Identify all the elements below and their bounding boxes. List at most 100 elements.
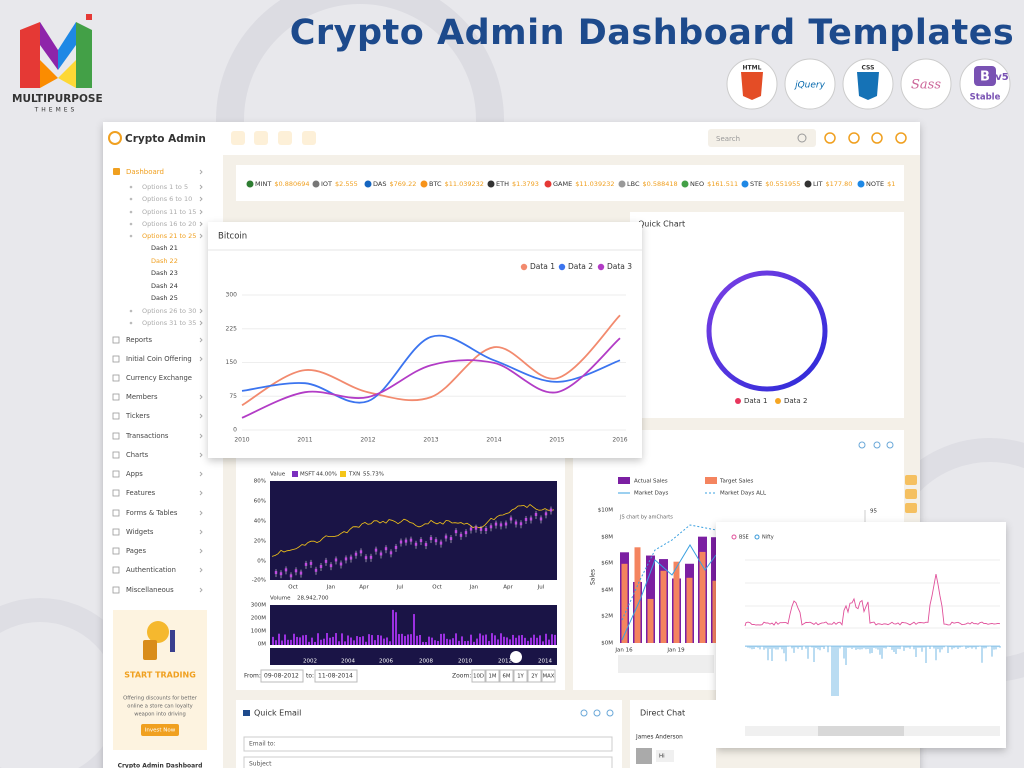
date-value: 09-08-2012 bbox=[264, 673, 299, 680]
card-action[interactable] bbox=[886, 441, 894, 449]
submenu-item[interactable]: Options 1 to 5 bbox=[142, 183, 188, 191]
menu-item[interactable]: Apps bbox=[126, 470, 143, 478]
submenu-item[interactable]: Dash 25 bbox=[151, 294, 178, 302]
submenu-item[interactable]: Dash 23 bbox=[151, 269, 178, 277]
volume-bar-decor bbox=[275, 640, 277, 645]
candle-decor bbox=[479, 527, 483, 531]
chart-title: Bitcoin bbox=[218, 232, 247, 242]
card-action[interactable] bbox=[606, 709, 614, 717]
menu-item[interactable]: Currency Exchange bbox=[126, 374, 192, 382]
card-action[interactable] bbox=[580, 709, 588, 717]
range-label: Zoom: bbox=[452, 673, 471, 680]
chevron bbox=[199, 169, 203, 175]
topbar-icon[interactable] bbox=[302, 131, 316, 145]
volume-bar-decor bbox=[287, 639, 289, 645]
topbar-action[interactable] bbox=[848, 132, 860, 144]
volume-value: 28,942,700 bbox=[297, 596, 329, 602]
chat-bubble bbox=[656, 750, 674, 762]
date-input[interactable] bbox=[314, 669, 358, 683]
zoom-button[interactable] bbox=[485, 669, 500, 683]
menu-item[interactable]: Charts bbox=[126, 451, 149, 459]
coin-icon bbox=[857, 180, 865, 188]
chevron bbox=[199, 337, 203, 343]
volume-bar-decor bbox=[419, 634, 421, 645]
submenu-item[interactable]: Dash 21 bbox=[151, 244, 178, 252]
menu-item[interactable]: Features bbox=[126, 489, 156, 497]
volume-bar-decor bbox=[452, 638, 454, 645]
ticker-price: $2.555 bbox=[335, 180, 358, 188]
menu-item[interactable]: Tickers bbox=[125, 412, 150, 420]
date-input[interactable] bbox=[260, 669, 304, 683]
subject-input[interactable] bbox=[243, 756, 613, 768]
menu-item[interactable]: Dashboard bbox=[126, 168, 164, 176]
menu-item[interactable]: Members bbox=[126, 393, 158, 401]
menu-item[interactable]: Pages bbox=[126, 547, 146, 555]
volume-bar-decor bbox=[545, 633, 547, 645]
menu-item[interactable]: Widgets bbox=[126, 528, 154, 536]
topbar-icon[interactable] bbox=[254, 131, 268, 145]
zoom-button[interactable] bbox=[471, 669, 486, 683]
email-input[interactable] bbox=[243, 736, 613, 752]
ticker-symbol: IOT bbox=[321, 180, 332, 188]
topbar-icon[interactable] bbox=[231, 131, 245, 145]
scroll-handle[interactable] bbox=[510, 651, 522, 663]
volume-bar-decor bbox=[311, 637, 313, 645]
candle-decor bbox=[374, 548, 378, 552]
topbar-action[interactable] bbox=[824, 132, 836, 144]
volume-bar-decor bbox=[491, 633, 493, 645]
y-tick-label: $10M bbox=[598, 508, 613, 514]
ticker-price: $0.551955 bbox=[765, 180, 800, 188]
candle-decor bbox=[504, 522, 508, 526]
swatch bbox=[340, 471, 346, 477]
badge-label: Sass bbox=[911, 78, 941, 93]
side-tool[interactable] bbox=[905, 503, 917, 513]
submenu-item[interactable]: Options 21 to 25 bbox=[142, 232, 196, 240]
candle-decor bbox=[309, 561, 313, 565]
card-action[interactable] bbox=[873, 441, 881, 449]
zoom-label: 1Y bbox=[517, 674, 524, 680]
side-tool[interactable] bbox=[905, 475, 917, 485]
promo-text: online a store can loyalty bbox=[127, 704, 192, 710]
submenu-item[interactable]: Options 6 to 10 bbox=[142, 195, 192, 203]
submenu-item[interactable]: Options 31 to 35 bbox=[142, 319, 196, 327]
menu-item[interactable]: Forms & Tables bbox=[126, 509, 178, 517]
sales-bar-decor bbox=[712, 580, 719, 643]
card-action[interactable] bbox=[593, 709, 601, 717]
search-box[interactable] bbox=[708, 129, 816, 147]
promo-text: weapon into driving bbox=[134, 712, 186, 718]
submenu-item[interactable]: Dash 24 bbox=[151, 282, 178, 290]
menu-item[interactable]: Authentication bbox=[126, 566, 176, 574]
zoom-label: 2Y bbox=[531, 674, 538, 680]
zoom-button[interactable] bbox=[513, 669, 528, 683]
menu-item[interactable]: Reports bbox=[126, 336, 153, 344]
submenu-item[interactable]: Options 16 to 20 bbox=[142, 220, 196, 228]
legend-label: Actual Sales bbox=[634, 479, 668, 485]
volume-bar-decor bbox=[401, 633, 403, 645]
submenu-item[interactable]: Dash 22 bbox=[151, 257, 178, 265]
candle-decor bbox=[289, 574, 293, 578]
ticker-symbol: NOTE bbox=[866, 180, 884, 188]
menu-item[interactable]: Miscellaneous bbox=[126, 586, 174, 594]
menu-item[interactable]: Transactions bbox=[125, 432, 169, 440]
stock-line-decor bbox=[271, 503, 555, 557]
zoom-button[interactable] bbox=[499, 669, 514, 683]
card-action[interactable] bbox=[858, 441, 866, 449]
promo-button[interactable] bbox=[141, 724, 179, 736]
volume-bar-decor bbox=[398, 634, 400, 645]
menu-item[interactable]: Initial Coin Offering bbox=[126, 355, 192, 363]
badge-b: B bbox=[980, 70, 990, 85]
topbar-action[interactable] bbox=[871, 132, 883, 144]
zoom-button[interactable] bbox=[527, 669, 542, 683]
topbar-icon[interactable] bbox=[278, 131, 292, 145]
candle-decor bbox=[279, 572, 283, 576]
side-tool[interactable] bbox=[905, 489, 917, 499]
submenu-item[interactable]: Options 26 to 30 bbox=[142, 307, 196, 315]
y-tick-label: $8M bbox=[601, 535, 613, 541]
y-tick-label: 40% bbox=[254, 519, 266, 525]
submenu-item[interactable]: Options 11 to 15 bbox=[142, 208, 196, 216]
nifty-scroll-thumb[interactable] bbox=[818, 726, 904, 736]
zoom-button[interactable] bbox=[541, 669, 556, 683]
ticker-symbol: MINT bbox=[255, 180, 271, 188]
x-tick-label: Jan bbox=[326, 585, 336, 591]
topbar-action[interactable] bbox=[895, 132, 907, 144]
